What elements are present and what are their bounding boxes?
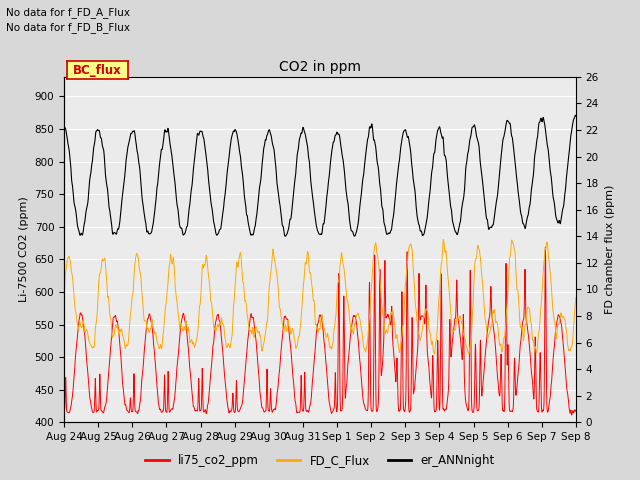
Text: No data for f_FD_A_Flux: No data for f_FD_A_Flux <box>6 7 131 18</box>
Text: No data for f_FD_B_Flux: No data for f_FD_B_Flux <box>6 22 131 33</box>
Legend: li75_co2_ppm, FD_C_Flux, er_ANNnight: li75_co2_ppm, FD_C_Flux, er_ANNnight <box>140 449 500 472</box>
Y-axis label: FD chamber flux (ppm): FD chamber flux (ppm) <box>605 185 614 314</box>
Y-axis label: Li-7500 CO2 (ppm): Li-7500 CO2 (ppm) <box>19 197 29 302</box>
Text: BC_flux: BC_flux <box>73 63 122 77</box>
Title: CO2 in ppm: CO2 in ppm <box>279 60 361 74</box>
